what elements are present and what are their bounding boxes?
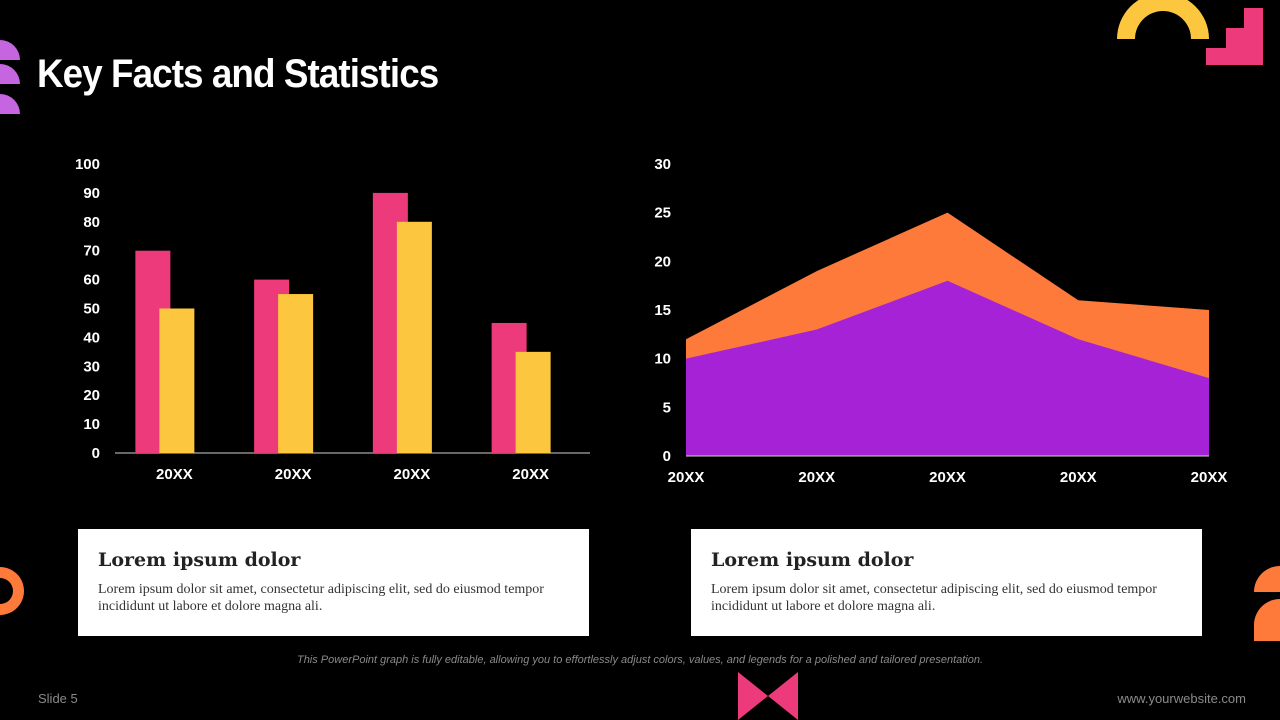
bar — [159, 308, 195, 453]
footnote: This PowerPoint graph is fully editable,… — [296, 654, 984, 666]
slide-title: Key Facts and Statistics — [37, 52, 439, 96]
y-tick-label: 0 — [663, 448, 671, 465]
bar-chart: 0 10 20 30 40 50 60 70 80 90 100 20XX 20XX 20XX 20XX — [75, 156, 590, 483]
y-tick-label: 40 — [83, 329, 100, 346]
x-tick-label: 20XX — [668, 469, 705, 486]
slide-number: Slide 5 — [38, 691, 78, 706]
area-series — [686, 280, 1209, 456]
x-tick-label: 20XX — [1060, 469, 1097, 486]
y-tick-label: 70 — [83, 243, 100, 260]
bar — [515, 351, 551, 453]
y-tick-label: 10 — [83, 416, 100, 433]
y-tick-label: 20 — [83, 387, 100, 404]
yellow-arch-decoration — [1117, 0, 1209, 39]
y-tick-label: 30 — [83, 358, 100, 375]
x-tick-label: 20XX — [512, 466, 549, 483]
card-body: Lorem ipsum dolor sit amet, consectetur … — [711, 582, 1157, 614]
y-tick-label: 100 — [75, 156, 100, 173]
y-tick-label: 50 — [83, 301, 100, 318]
orange-ring-decoration — [0, 567, 24, 615]
x-tick-label: 20XX — [394, 466, 431, 483]
lavender-half-circles-decoration — [0, 40, 20, 114]
x-tick-label: 20XX — [275, 466, 312, 483]
bar — [396, 221, 432, 453]
card-body: Lorem ipsum dolor sit amet, consectetur … — [98, 582, 544, 614]
y-tick-label: 15 — [654, 302, 671, 319]
y-tick-label: 80 — [83, 214, 100, 231]
card-heading: Lorem ipsum dolor — [711, 549, 914, 571]
website-url: www.yourwebsite.com — [1117, 691, 1246, 706]
y-tick-label: 20 — [654, 253, 671, 270]
x-tick-label: 20XX — [929, 469, 966, 486]
y-tick-label: 10 — [654, 351, 671, 368]
x-tick-label: 20XX — [1191, 469, 1228, 486]
card-heading: Lorem ipsum dolor — [98, 549, 301, 571]
pink-steps-decoration — [1206, 8, 1263, 65]
y-tick-label: 5 — [663, 399, 671, 416]
info-card-left: Lorem ipsum dolor Lorem ipsum dolor sit … — [78, 529, 589, 636]
orange-half-circles-decoration — [1254, 566, 1280, 641]
info-card-right: Lorem ipsum dolor Lorem ipsum dolor sit … — [691, 529, 1202, 636]
y-tick-label: 90 — [83, 185, 100, 202]
y-tick-label: 25 — [654, 205, 671, 222]
y-tick-label: 60 — [83, 272, 100, 289]
pink-bowtie-decoration — [738, 672, 798, 720]
x-tick-label: 20XX — [798, 469, 835, 486]
y-tick-label: 30 — [654, 156, 671, 173]
area-chart: 0 5 10 15 20 25 30 20XX 20XX 20XX 20XX 20XX — [654, 156, 1228, 486]
bar — [278, 294, 314, 453]
y-tick-label: 0 — [92, 445, 100, 462]
x-tick-label: 20XX — [156, 466, 193, 483]
